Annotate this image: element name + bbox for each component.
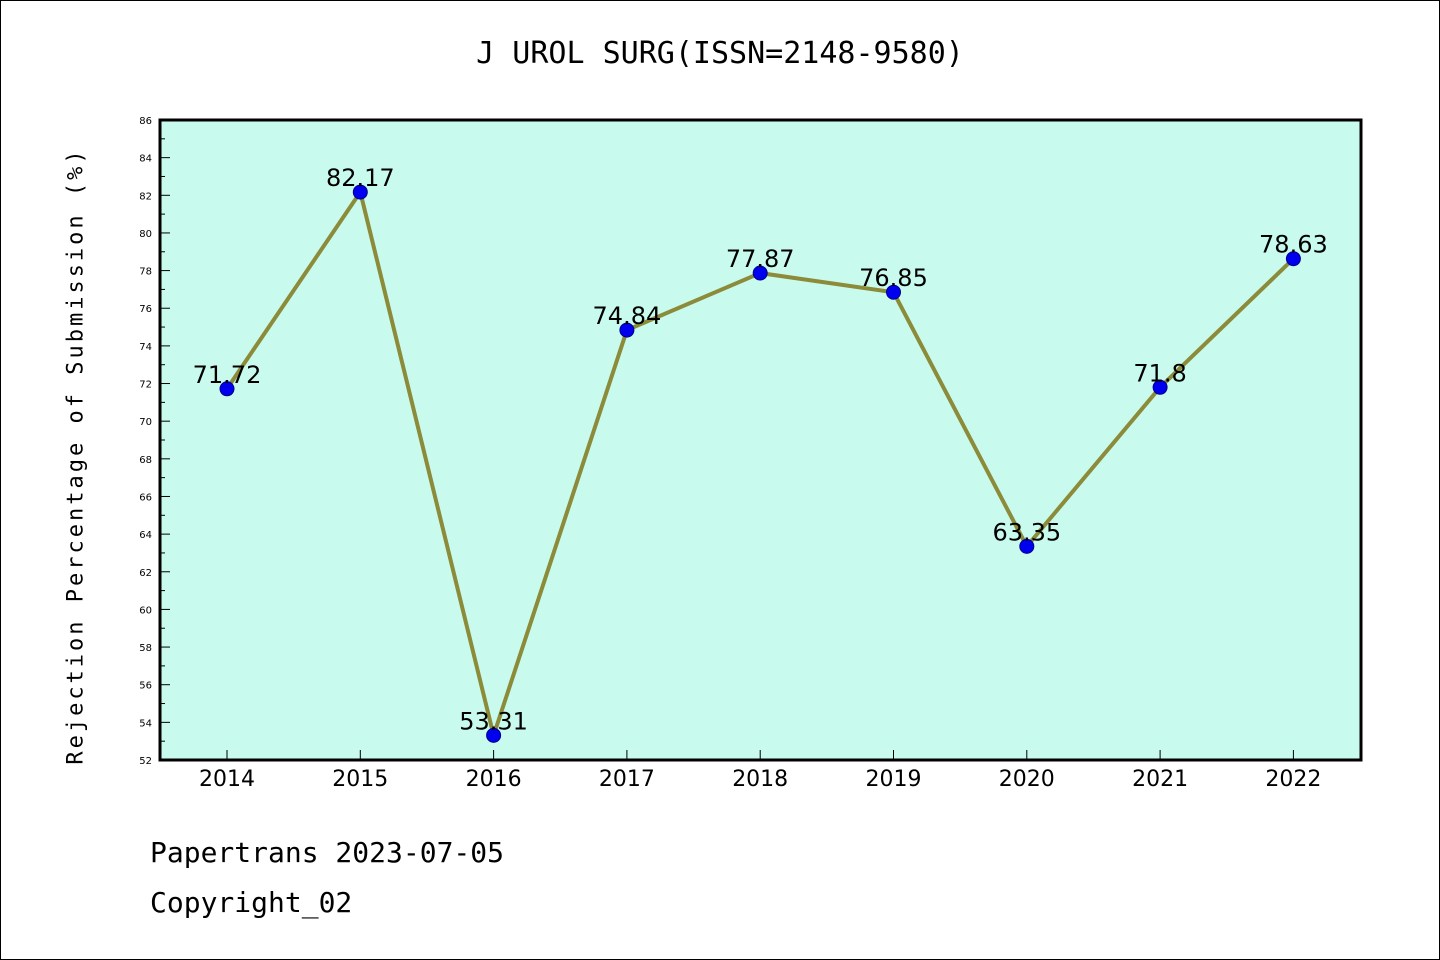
data-point (1019, 538, 1035, 554)
y-tick-label: 84 (139, 154, 152, 165)
y-tick-label: 60 (139, 605, 152, 616)
data-label: 53.31 (459, 707, 528, 735)
x-tick-label: 2017 (599, 767, 655, 792)
data-label: 76.85 (859, 264, 928, 292)
data-label: 78.63 (1259, 231, 1328, 259)
data-point (886, 284, 901, 300)
data-label: 71.72 (193, 361, 262, 389)
data-label: 71.8 (1133, 359, 1186, 387)
x-tick-label: 2022 (1265, 767, 1321, 792)
footer-source: Papertrans 2023-07-05 (150, 836, 505, 869)
data-point (752, 265, 768, 281)
x-tick-label: 2018 (732, 767, 788, 792)
x-tick-label: 2016 (466, 767, 522, 792)
data-markers (219, 184, 1301, 743)
x-tick-label: 2020 (999, 767, 1055, 792)
x-axis-ticks: 2014 2015 2016 2017 2018 2019 2020 2021 2022 (199, 750, 1321, 792)
y-tick-label: 52 (139, 756, 152, 767)
y-tick-label: 72 (139, 380, 152, 391)
data-point (619, 322, 635, 338)
footer-copyright: Copyright_02 (150, 886, 353, 919)
y-tick-label: 78 (139, 267, 152, 278)
y-tick-label: 70 (139, 417, 152, 428)
data-point (1152, 379, 1168, 395)
plot-border (158, 118, 1363, 762)
y-tick-label: 62 (139, 568, 152, 579)
y-tick-label: 64 (139, 530, 152, 541)
x-tick-label: 2021 (1132, 767, 1188, 792)
data-label: 74.84 (593, 302, 662, 330)
y-tick-label: 58 (139, 643, 152, 654)
y-tick-label: 74 (139, 342, 152, 353)
y-tick-label: 56 (139, 681, 152, 692)
data-point (352, 184, 368, 200)
x-tick-label: 2019 (866, 767, 922, 792)
y-tick-label: 80 (139, 229, 152, 240)
data-labels: 71.72 82.17 53.31 74.84 77.87 76.85 63.35 71.8 7… (193, 164, 1328, 735)
data-point (486, 727, 502, 743)
y-tick-label: 82 (139, 191, 152, 202)
data-label: 77.87 (726, 245, 795, 273)
x-tick-label: 2015 (332, 767, 388, 792)
y-tick-label: 54 (139, 718, 152, 729)
x-tick-label: 2014 (199, 767, 255, 792)
data-point (1285, 251, 1301, 267)
y-tick-label: 86 (139, 116, 152, 127)
y-tick-label: 66 (139, 492, 152, 503)
data-point (219, 381, 235, 397)
plot-area (160, 120, 1361, 760)
data-label: 63.35 (992, 518, 1061, 546)
chart-title: J UROL SURG(ISSN=2148-9580) (476, 36, 964, 71)
y-tick-label: 68 (139, 455, 152, 466)
data-label: 82.17 (326, 164, 395, 192)
y-tick-label: 76 (139, 304, 152, 315)
